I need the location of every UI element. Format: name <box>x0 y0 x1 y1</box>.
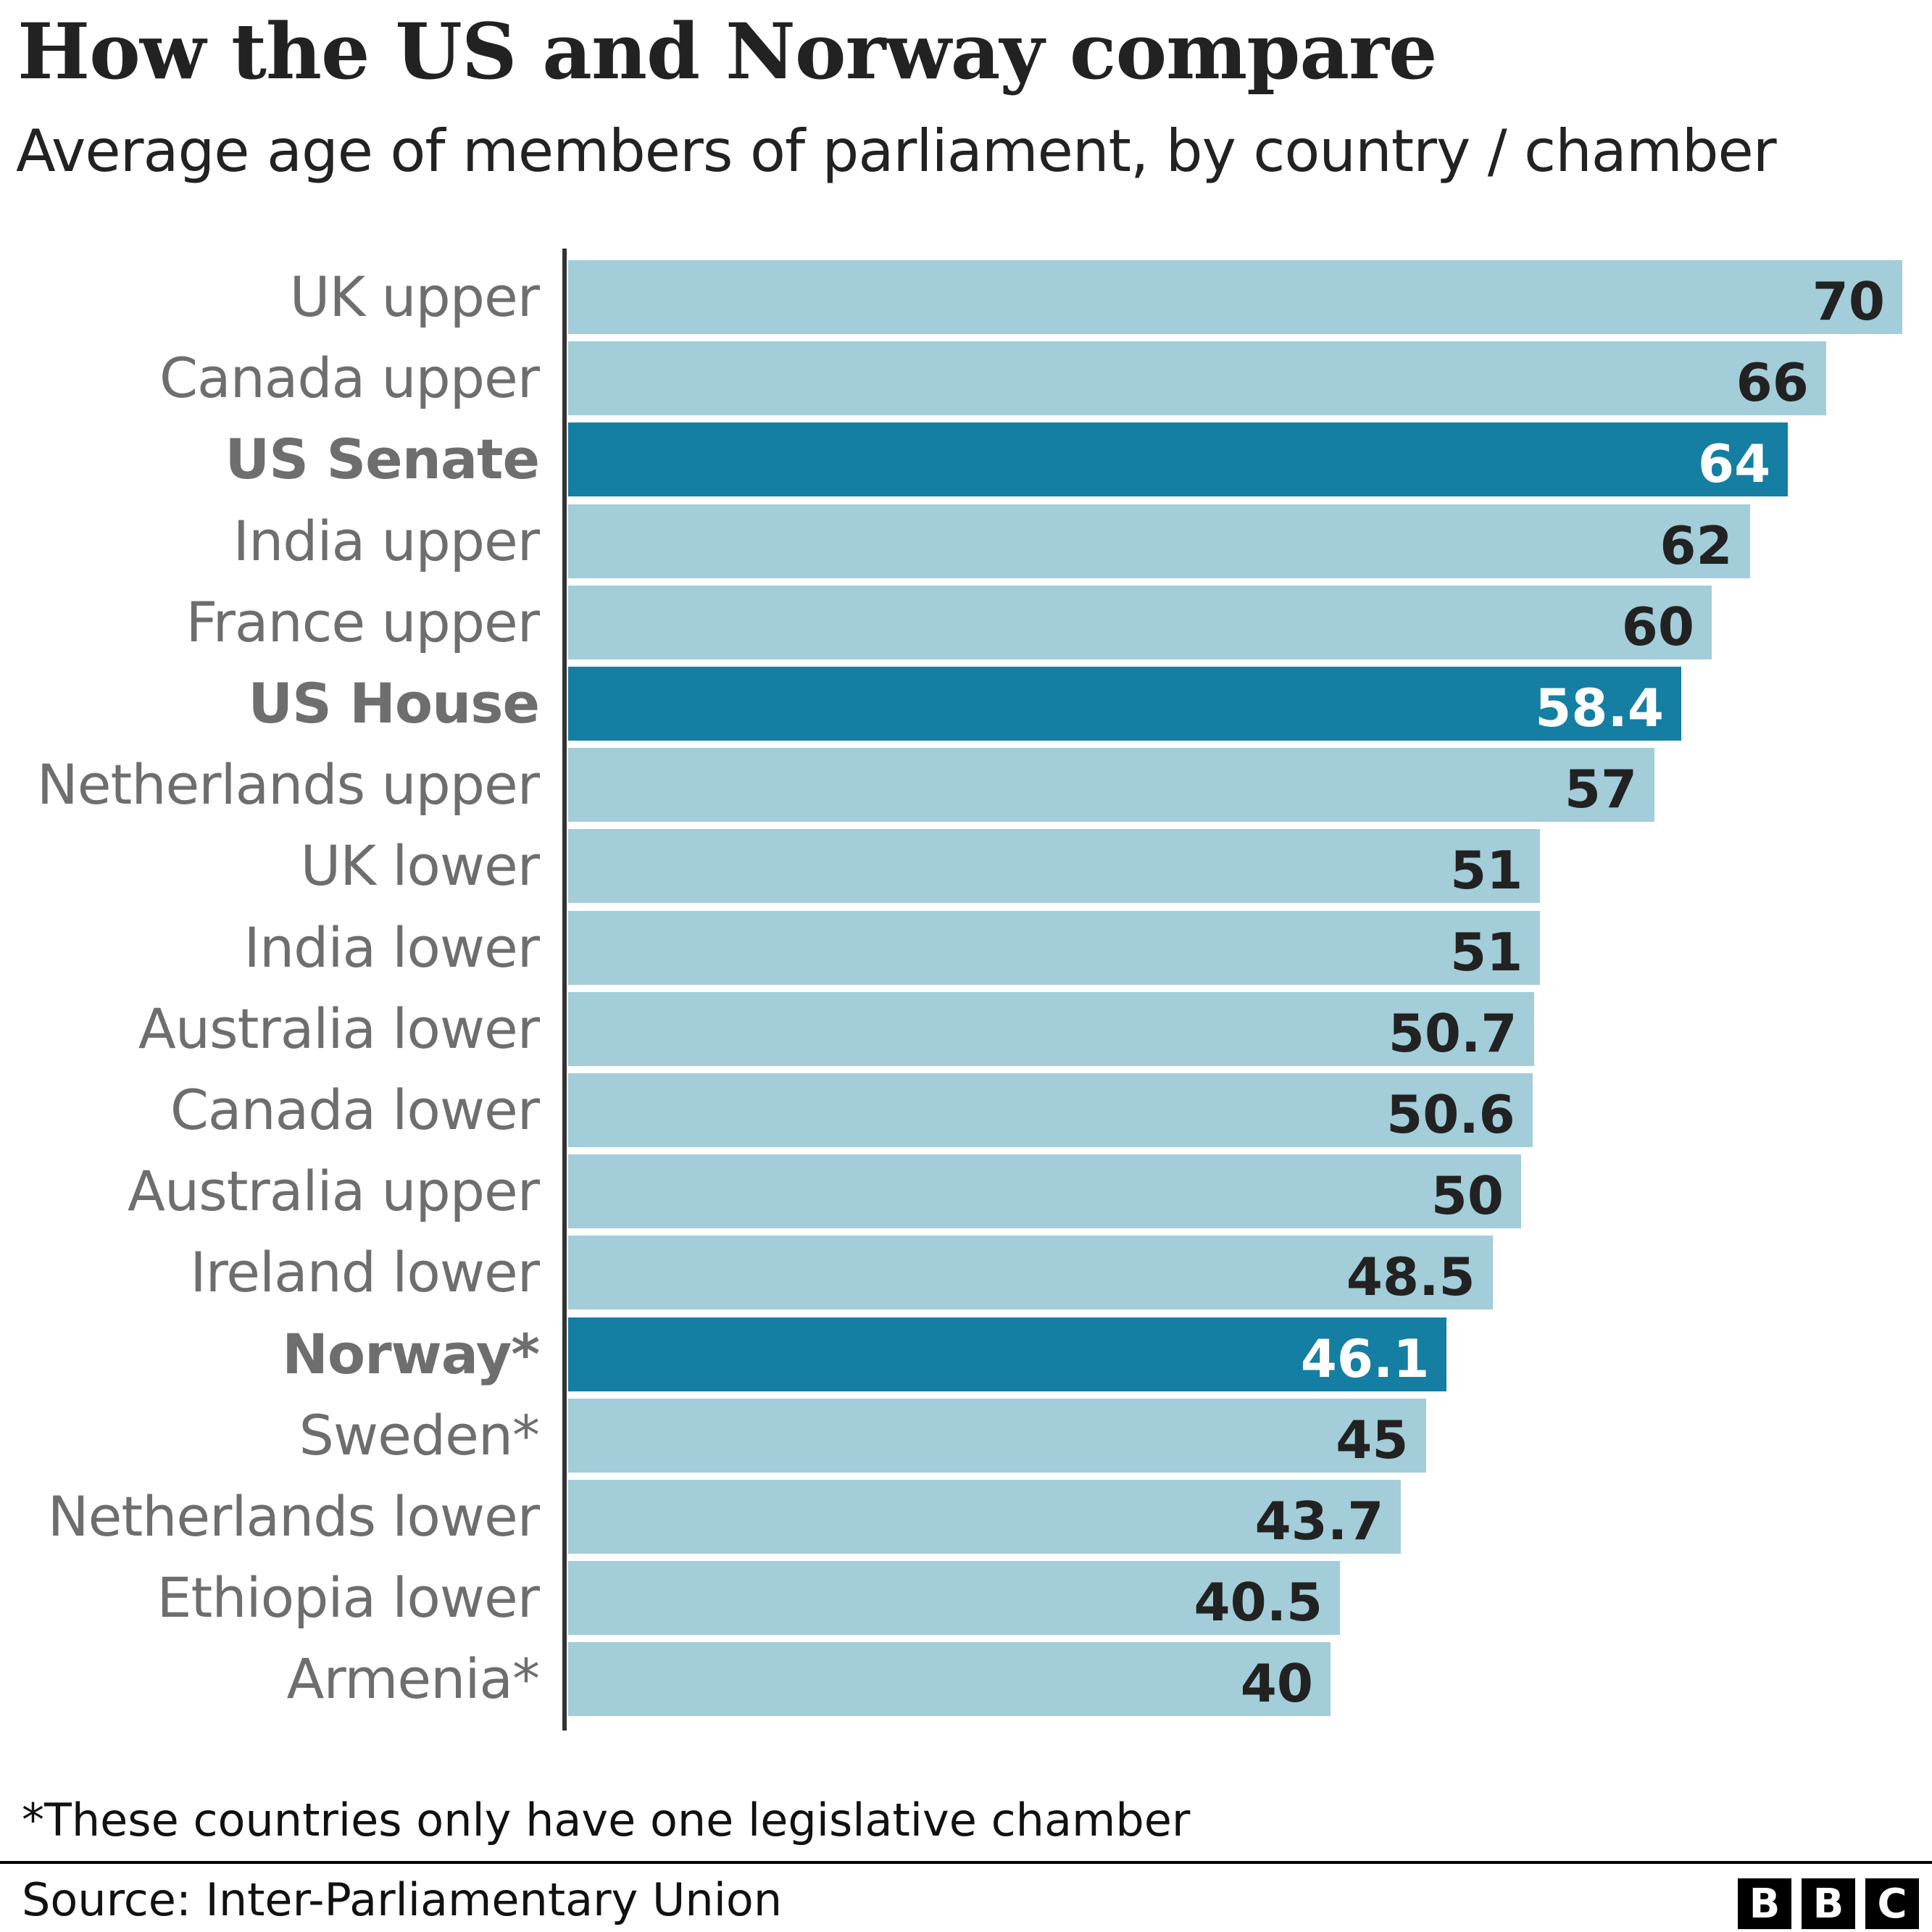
bbc-logo: B B C <box>1738 1878 1919 1929</box>
value-label: 51 <box>1450 840 1523 902</box>
category-label: Netherlands lower <box>47 1484 540 1549</box>
value-label: 50.6 <box>1386 1084 1515 1145</box>
category-label: Armenia* <box>286 1646 540 1712</box>
category-label: Ireland lower <box>190 1240 540 1305</box>
category-label: Canada upper <box>159 346 540 411</box>
bar-chart: UK upper 70 Canada upper 66 US Senate 64 India… <box>36 249 1902 1731</box>
bar-india-lower <box>568 910 1541 985</box>
category-label: India lower <box>243 915 540 980</box>
bar-canada-lower <box>568 1073 1533 1147</box>
divider <box>0 1861 1932 1864</box>
bar-us-house <box>568 667 1681 741</box>
bar-netherlands-lower <box>568 1480 1402 1554</box>
value-label: 57 <box>1564 759 1638 820</box>
source-note: Source: Inter-Parliamentary Union <box>22 1873 783 1926</box>
category-label: India upper <box>233 508 540 573</box>
category-label: Sweden* <box>299 1402 540 1467</box>
value-label: 62 <box>1660 515 1733 576</box>
value-label: 64 <box>1698 433 1771 495</box>
y-axis-line <box>562 249 567 1731</box>
value-label: 40 <box>1240 1653 1313 1715</box>
value-label: 70 <box>1812 271 1885 332</box>
category-label: Netherlands upper <box>36 752 540 817</box>
category-label: Australia lower <box>138 996 540 1061</box>
bar-netherlands-upper <box>568 748 1655 823</box>
bar-india-upper <box>568 504 1750 578</box>
value-label: 45 <box>1336 1409 1409 1470</box>
chart-title: How the US and Norway compare <box>17 6 1437 96</box>
chart-subtitle: Average age of members of parliament, by… <box>16 117 1777 185</box>
bar-us-senate <box>568 422 1789 497</box>
logo-letter: C <box>1865 1878 1919 1929</box>
category-label: US House <box>248 671 540 736</box>
footnote: *These countries only have one legislati… <box>22 1794 1191 1846</box>
bar-norway <box>568 1317 1447 1391</box>
category-label: Australia upper <box>128 1159 540 1224</box>
logo-letter: B <box>1802 1878 1855 1929</box>
bar-france-upper <box>568 585 1712 659</box>
category-label: UK upper <box>289 265 540 329</box>
bar-canada-upper <box>568 341 1826 416</box>
category-label: Norway* <box>282 1321 540 1386</box>
bar-australia-upper <box>568 1154 1521 1229</box>
bar-ireland-lower <box>568 1236 1493 1310</box>
value-label: 43.7 <box>1254 1491 1384 1552</box>
bar-australia-lower <box>568 991 1535 1066</box>
category-label: Ethiopia lower <box>157 1565 540 1631</box>
value-label: 40.5 <box>1194 1572 1323 1633</box>
bar-uk-upper <box>568 260 1902 334</box>
value-label: 66 <box>1736 352 1809 414</box>
value-label: 48.5 <box>1346 1246 1475 1308</box>
bar-armenia <box>568 1642 1331 1717</box>
value-label: 58.4 <box>1535 678 1664 738</box>
value-label: 50 <box>1431 1165 1504 1227</box>
bar-ethiopia-lower <box>568 1561 1341 1636</box>
logo-letter: B <box>1738 1878 1791 1929</box>
value-label: 60 <box>1621 596 1694 657</box>
category-label: Canada lower <box>170 1078 540 1142</box>
category-label: UK lower <box>300 833 540 899</box>
value-label: 50.7 <box>1388 1002 1517 1064</box>
category-label: France upper <box>186 589 540 654</box>
bar-sweden <box>568 1398 1426 1473</box>
category-label: US Senate <box>225 427 540 492</box>
value-label: 51 <box>1450 921 1523 983</box>
value-label: 46.1 <box>1300 1328 1430 1389</box>
bar-uk-lower <box>568 829 1541 904</box>
